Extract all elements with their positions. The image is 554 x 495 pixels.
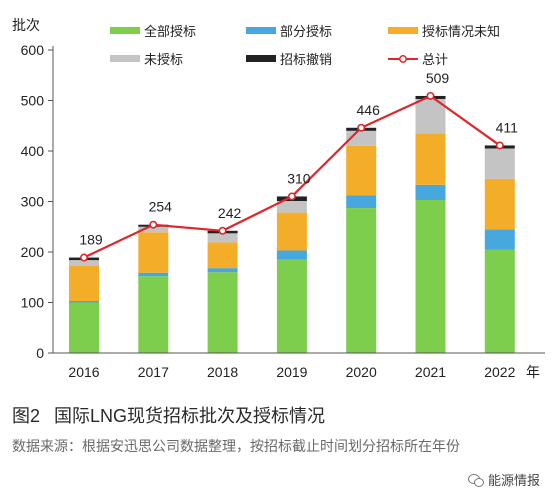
total-point xyxy=(426,91,435,100)
legend-marker xyxy=(399,55,407,63)
bars xyxy=(69,95,515,353)
bar-segment-series-3 xyxy=(207,233,238,243)
bar-segment-series-2 xyxy=(415,133,446,185)
bar-segment-series-0 xyxy=(69,302,99,353)
x-tick-label: 2018 xyxy=(207,364,238,380)
total-line: 189 254 242 310 446 509 411 xyxy=(79,70,519,262)
watermark-text: 能源情报 xyxy=(487,473,540,488)
y-axis: 0 100 200 300 400 500 600 xyxy=(21,42,54,361)
total-value-label: 411 xyxy=(496,119,519,135)
total-point xyxy=(80,253,89,262)
x-tick-label: 2017 xyxy=(138,364,169,380)
total-value-label: 242 xyxy=(218,205,242,221)
y-tick-label: 300 xyxy=(21,194,45,210)
bar-segment-series-1 xyxy=(484,229,515,250)
legend-swatch xyxy=(246,55,276,62)
bar-stack-2019 xyxy=(276,196,307,353)
total-point xyxy=(357,123,366,132)
bar-segment-series-1 xyxy=(415,184,446,200)
bar-segment-series-1 xyxy=(138,272,169,277)
total-value-label: 446 xyxy=(357,102,381,118)
y-tick-label: 500 xyxy=(21,93,45,109)
bar-segment-series-2 xyxy=(276,212,307,251)
x-tick-label: 2022 xyxy=(484,364,515,380)
figure-title: 国际LNG现货招标批次及授标情况 xyxy=(54,406,326,426)
y-tick-label: 100 xyxy=(21,295,45,311)
figure-caption: 图2 国际LNG现货招标批次及授标情况 xyxy=(12,402,325,428)
bar-segment-series-3 xyxy=(69,260,99,266)
legend-item-1: 部分授标 xyxy=(246,24,332,39)
y-tick-label: 0 xyxy=(36,345,44,361)
figure-source: 数据来源：根据安迅思公司数据整理，按招标截止时间划分招标所在年份 xyxy=(12,438,460,454)
legend-item-0: 全部授标 xyxy=(110,24,196,39)
total-value-label: 509 xyxy=(426,70,450,86)
x-axis: 2016 2017 2018 2019 2020 2021 2022 xyxy=(53,352,545,380)
bar-stack-2017 xyxy=(138,224,169,353)
bar-segment-series-3 xyxy=(276,200,307,213)
bar-segment-series-0 xyxy=(346,208,377,353)
bar-stack-2020 xyxy=(346,127,377,353)
bar-segment-series-2 xyxy=(138,232,169,273)
total-point xyxy=(287,192,296,201)
bar-segment-series-2 xyxy=(69,265,99,301)
total-value-label: 254 xyxy=(149,199,173,215)
total-point xyxy=(218,226,227,235)
bar-stack-2016 xyxy=(69,257,99,353)
legend-label: 总计 xyxy=(422,52,448,67)
legend-label: 授标情况未知 xyxy=(422,24,500,39)
total-point xyxy=(149,220,158,229)
bar-segment-series-2 xyxy=(207,242,238,269)
bar-segment-series-1 xyxy=(69,300,99,303)
legend-item-2: 授标情况未知 xyxy=(388,24,500,39)
x-tick-label: 2020 xyxy=(346,364,377,380)
bar-segment-series-0 xyxy=(138,276,169,353)
bar-segment-series-1 xyxy=(346,195,377,209)
legend-item-4: 招标撤销 xyxy=(246,52,332,67)
bar-stack-2018 xyxy=(207,230,238,353)
legend-label: 部分授标 xyxy=(280,24,332,39)
legend-item-3: 未授标 xyxy=(110,52,183,67)
x-tick-label: 2016 xyxy=(68,364,99,380)
wechat-icon xyxy=(467,473,484,487)
legend-label: 招标撤销 xyxy=(280,52,332,67)
bar-segment-series-3 xyxy=(138,226,169,233)
bar-segment-series-2 xyxy=(484,178,515,230)
bar-stack-2021 xyxy=(415,95,446,353)
bar-stack-2022 xyxy=(484,145,515,353)
legend-swatch xyxy=(110,27,140,34)
bar-segment-series-1 xyxy=(276,250,307,260)
legend-item-5: 总计 xyxy=(388,52,448,67)
bar-segment-series-0 xyxy=(276,259,307,353)
total-point xyxy=(495,141,504,150)
total-value-label: 310 xyxy=(287,170,311,186)
bar-segment-series-2 xyxy=(346,145,377,196)
bar-segment-series-0 xyxy=(484,249,515,353)
legend-swatch xyxy=(388,27,418,34)
x-tick-label: 2021 xyxy=(415,364,446,380)
bar-segment-series-3 xyxy=(415,98,446,134)
x-tick-label: 2019 xyxy=(276,364,307,380)
y-tick-label: 400 xyxy=(21,143,45,159)
legend-label: 未授标 xyxy=(144,52,183,67)
bar-segment-series-3 xyxy=(484,148,515,179)
legend-swatch xyxy=(246,27,276,34)
legend-label: 全部授标 xyxy=(144,24,196,39)
x-axis-label: 年 xyxy=(526,364,540,380)
figure-number: 图2 xyxy=(12,406,41,426)
watermark: 能源情报 xyxy=(467,470,540,489)
bar-segment-series-1 xyxy=(207,268,238,273)
total-value-label: 189 xyxy=(79,232,103,248)
bar-segment-series-0 xyxy=(415,199,446,353)
y-tick-label: 600 xyxy=(21,42,45,58)
y-tick-label: 200 xyxy=(21,244,45,260)
legend-swatch xyxy=(110,55,140,62)
bar-segment-series-0 xyxy=(207,272,238,353)
y-axis-label: 批次 xyxy=(12,17,40,33)
